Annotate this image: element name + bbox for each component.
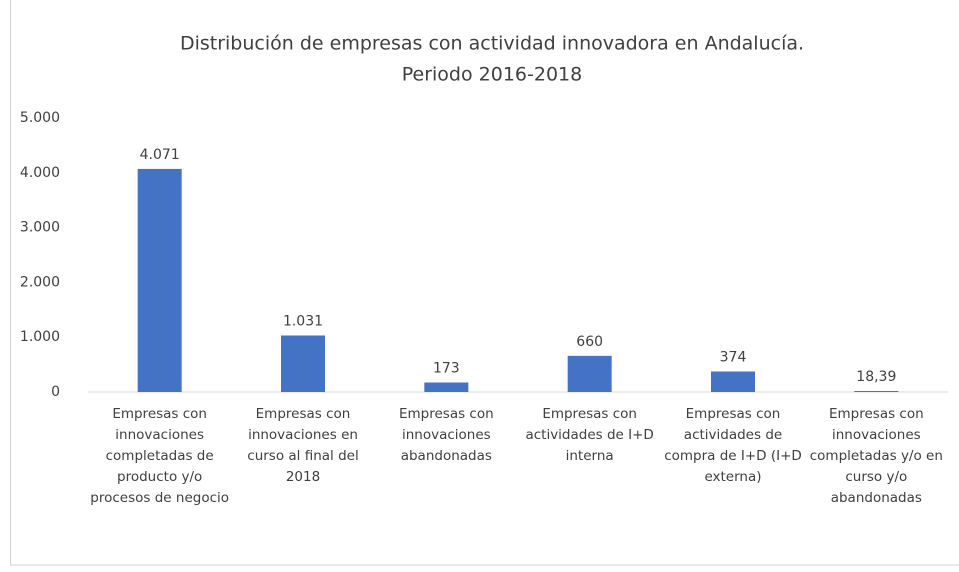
x-tick-label: Empresas con innovaciones en curso al fi…	[247, 406, 359, 485]
x-tick-label: Empresas con actividades de I+D interna	[525, 406, 654, 464]
chart-title: Periodo 2016-2018	[402, 64, 582, 86]
x-tick-label: Empresas con innovaciones completadas de…	[90, 406, 230, 506]
x-tick-label: Empresas con innovaciones completadas y/…	[809, 406, 943, 506]
x-tick-label: Empresas con innovaciones abandonadas	[398, 406, 494, 464]
bar	[137, 168, 182, 392]
y-tick-label: 1.000	[20, 329, 60, 345]
chart-border	[10, 0, 959, 566]
data-label: 374	[720, 350, 747, 366]
bar	[281, 335, 325, 392]
bar	[854, 390, 899, 392]
y-tick-label: 5.000	[20, 110, 60, 126]
data-label: 18,39	[856, 369, 896, 385]
data-label: 173	[433, 361, 460, 377]
data-label: 660	[576, 334, 603, 350]
data-label: 1.031	[283, 314, 323, 330]
chart-title: Distribución de empresas con actividad i…	[180, 33, 804, 55]
data-label: 4.071	[140, 147, 180, 163]
bar	[711, 371, 755, 392]
y-tick-label: 4.000	[20, 165, 60, 181]
x-tick-label: Empresas con actividades de compra de I+…	[664, 406, 802, 485]
y-tick-label: 3.000	[20, 220, 60, 236]
y-tick-label: 2.000	[20, 274, 60, 290]
bar	[424, 382, 469, 392]
y-tick-label: 0	[51, 384, 60, 400]
bar	[567, 355, 612, 392]
